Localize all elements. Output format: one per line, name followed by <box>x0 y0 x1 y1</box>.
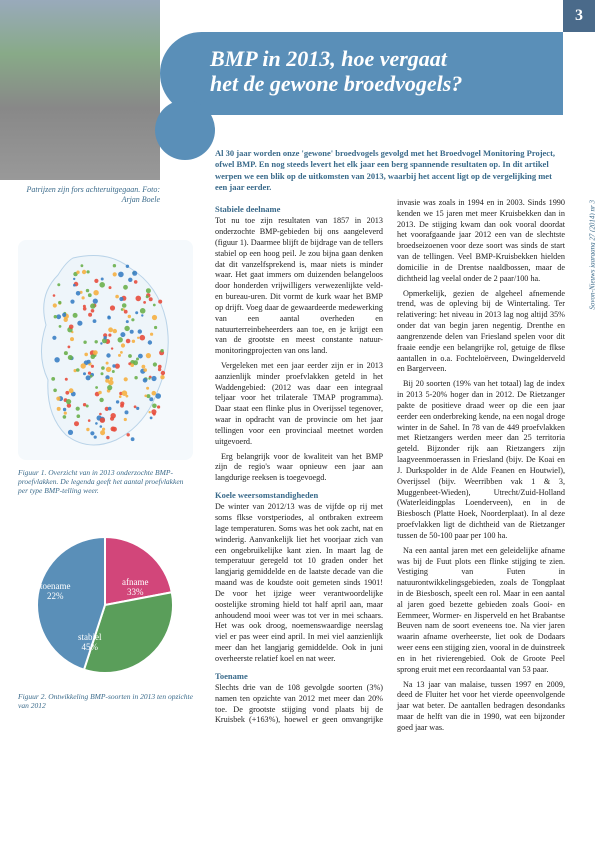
body-paragraph: Na een aantal jaren met een geleidelijke… <box>397 546 565 676</box>
figure-2-caption: Figuur 2. Ontwikkeling BMP-soorten in 20… <box>18 692 193 710</box>
body-paragraph: Opmerkelijk, gezien de algeheel afnemend… <box>397 289 565 376</box>
page-number: 3 <box>563 0 595 32</box>
pie-label-afname: afname33% <box>122 578 148 598</box>
figure-1-map <box>18 240 193 460</box>
section-heading: Koele weersomstandigheden <box>215 490 383 501</box>
section-heading: Stabiele deelname <box>215 204 383 215</box>
hero-photo <box>0 0 160 180</box>
figure-1-caption: Figuur 1. Overzicht van in 2013 onderzoc… <box>18 468 193 495</box>
body-paragraph: Vergeleken met een jaar eerder zijn er i… <box>215 361 383 448</box>
article-body: Stabiele deelnameTot nu toe zijn resulta… <box>215 198 565 818</box>
intro-paragraph: Al 30 jaar worden onze 'gewone' broedvog… <box>215 148 565 194</box>
body-paragraph: Tot nu toe zijn resultaten van 1857 in 2… <box>215 216 383 357</box>
body-paragraph: Erg belangrijk voor de kwaliteit van het… <box>215 452 383 484</box>
article-title: BMP in 2013, hoe vergaathet de gewone br… <box>210 46 543 97</box>
section-heading: Toename <box>215 671 383 682</box>
photo-caption: Patrijzen zijn fors achteruitgegaan. Fot… <box>20 185 160 204</box>
decorative-curve <box>155 100 215 160</box>
article-title-band: BMP in 2013, hoe vergaathet de gewone br… <box>160 32 563 115</box>
pie-label-toename: toename22% <box>40 582 71 602</box>
journal-label: Sovon-Nieuws jaargang 27 (2014) nr 3 <box>589 200 595 310</box>
body-paragraph: Bij 20 soorten (19% van het totaal) lag … <box>397 379 565 541</box>
body-paragraph: De winter van 2012/13 was de vijfde op r… <box>215 502 383 664</box>
pie-label-stabiel: stabiel45% <box>78 633 102 653</box>
figure-2-pie: toename22% afname33% stabiel45% <box>30 530 180 680</box>
body-paragraph: Na 13 jaar van malaise, tussen 1997 en 2… <box>397 680 565 734</box>
